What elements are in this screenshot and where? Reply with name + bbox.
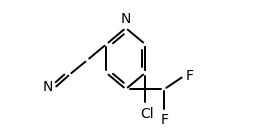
Text: F: F	[185, 69, 193, 83]
Text: Cl: Cl	[140, 107, 154, 121]
Text: N: N	[120, 12, 131, 26]
Text: N: N	[43, 80, 53, 95]
Text: F: F	[160, 113, 168, 127]
